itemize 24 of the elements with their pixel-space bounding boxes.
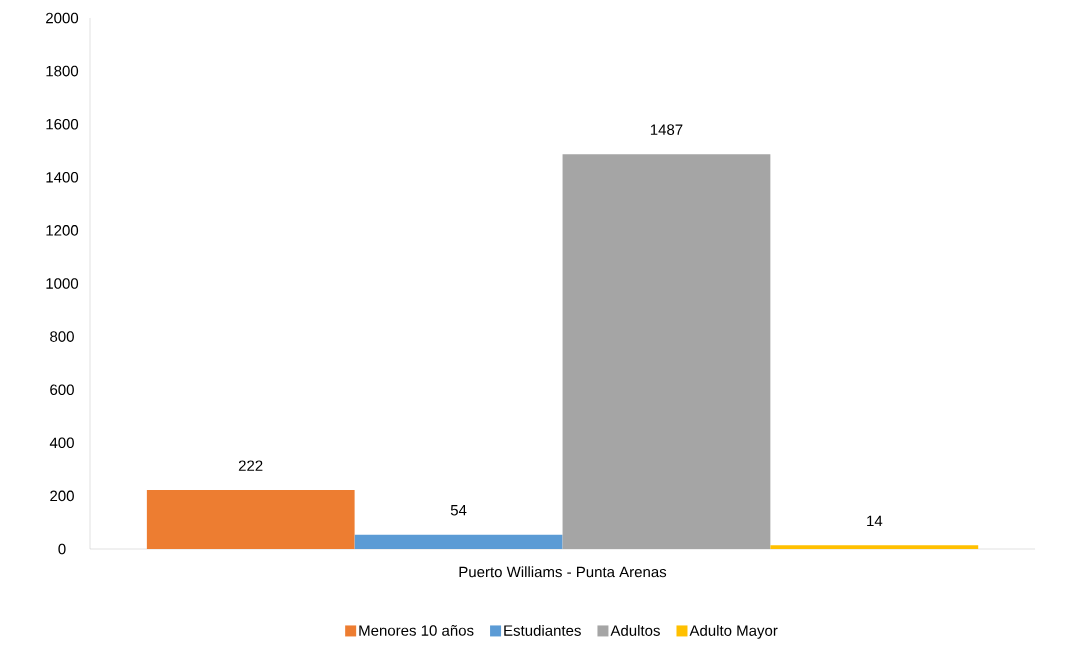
y-tick-label: 1400 [46,171,79,183]
data-label: 222 [238,460,263,471]
data-label: 54 [450,505,467,516]
y-tick-label: 0 [58,543,66,555]
legend-label: Adulto Mayor [689,624,778,639]
y-tick-label: 1800 [46,65,79,77]
data-label: 14 [867,515,883,527]
bar [146,490,355,549]
legend-label: Adultos [610,624,660,636]
x-tick-label: Puerto Williams - Punta Arenas [459,566,667,578]
legend-label: Menores 10 años [359,624,474,636]
y-tick-label: 200 [50,490,74,502]
y-tick-label: 1600 [46,118,79,130]
y-tick-label: 400 [49,437,74,449]
bar [562,154,771,549]
y-tick-label: 600 [50,384,74,395]
y-tick-label: 800 [50,331,74,342]
y-tick-label: 1000 [46,278,79,289]
y-tick-label: 2000 [46,12,79,24]
data-label: 1487 [650,124,683,135]
bar [770,545,979,549]
bar [354,534,563,549]
y-tick-label: 1200 [46,225,79,236]
legend-label: Estudiantes [504,624,581,636]
